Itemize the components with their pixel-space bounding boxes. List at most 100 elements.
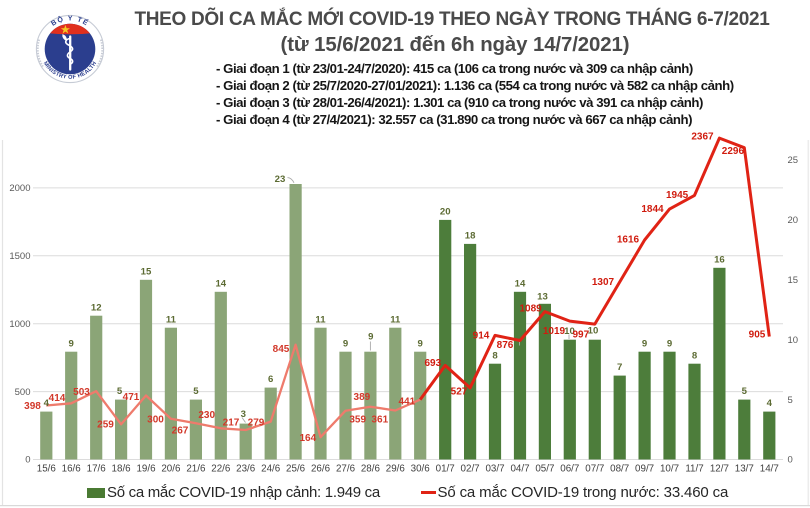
- svg-text:8: 8: [692, 350, 698, 361]
- svg-text:876: 876: [497, 340, 514, 351]
- svg-text:18/6: 18/6: [112, 463, 132, 474]
- svg-text:19/6: 19/6: [136, 463, 156, 474]
- svg-text:09/7: 09/7: [635, 463, 654, 474]
- svg-text:259: 259: [97, 420, 114, 431]
- svg-text:4: 4: [767, 398, 773, 409]
- svg-text:14: 14: [215, 278, 226, 289]
- svg-text:20: 20: [440, 207, 451, 218]
- svg-text:503: 503: [73, 387, 90, 398]
- svg-text:905: 905: [749, 329, 766, 340]
- svg-text:9: 9: [667, 338, 672, 349]
- svg-text:217: 217: [223, 418, 240, 429]
- svg-text:17/6: 17/6: [87, 463, 107, 474]
- svg-text:361: 361: [371, 415, 388, 426]
- svg-text:9: 9: [368, 331, 373, 342]
- svg-text:23/6: 23/6: [236, 463, 256, 474]
- svg-text:5: 5: [788, 395, 793, 406]
- svg-text:15/6: 15/6: [37, 463, 57, 474]
- svg-text:8: 8: [492, 350, 498, 361]
- svg-text:10: 10: [788, 335, 799, 346]
- svg-text:29/6: 29/6: [386, 463, 406, 474]
- svg-text:1019: 1019: [543, 326, 566, 337]
- svg-text:500: 500: [15, 387, 31, 398]
- svg-text:25: 25: [788, 155, 799, 166]
- svg-text:279: 279: [248, 418, 265, 429]
- svg-text:20/6: 20/6: [161, 463, 181, 474]
- svg-text:08/7: 08/7: [610, 463, 629, 474]
- svg-text:359: 359: [349, 415, 366, 426]
- svg-text:1945: 1945: [666, 190, 689, 201]
- svg-text:04/7: 04/7: [510, 463, 529, 474]
- svg-text:14/7: 14/7: [760, 463, 779, 474]
- svg-text:26/6: 26/6: [311, 463, 331, 474]
- svg-text:398: 398: [24, 401, 41, 412]
- svg-text:16/6: 16/6: [62, 463, 82, 474]
- svg-text:14: 14: [515, 278, 526, 289]
- svg-text:845: 845: [273, 344, 290, 355]
- svg-text:9: 9: [418, 338, 423, 349]
- svg-text:13: 13: [537, 291, 548, 302]
- svg-text:414: 414: [49, 393, 66, 404]
- svg-text:16: 16: [714, 254, 725, 265]
- svg-text:18: 18: [465, 231, 476, 242]
- svg-text:21/6: 21/6: [186, 463, 206, 474]
- svg-text:15: 15: [788, 275, 799, 286]
- svg-text:5: 5: [117, 386, 123, 397]
- svg-text:10: 10: [588, 326, 599, 337]
- svg-text:1307: 1307: [592, 277, 615, 288]
- svg-text:997: 997: [572, 330, 589, 341]
- svg-text:30/6: 30/6: [411, 463, 431, 474]
- svg-text:07/7: 07/7: [585, 463, 604, 474]
- svg-text:05/7: 05/7: [535, 463, 554, 474]
- svg-text:25/6: 25/6: [286, 463, 306, 474]
- svg-text:1616: 1616: [617, 235, 640, 246]
- svg-text:4: 4: [44, 398, 50, 409]
- svg-text:1500: 1500: [9, 251, 30, 262]
- svg-text:9: 9: [343, 338, 348, 349]
- svg-text:27/6: 27/6: [336, 463, 356, 474]
- svg-text:9: 9: [69, 338, 74, 349]
- svg-text:20: 20: [788, 215, 799, 226]
- svg-text:5: 5: [742, 386, 748, 397]
- svg-text:0: 0: [25, 455, 30, 466]
- svg-text:267: 267: [172, 425, 189, 436]
- svg-text:693: 693: [424, 358, 441, 369]
- svg-text:9: 9: [642, 338, 647, 349]
- svg-text:11: 11: [166, 314, 177, 325]
- svg-text:22/6: 22/6: [211, 463, 231, 474]
- svg-text:300: 300: [147, 415, 164, 426]
- svg-text:02/7: 02/7: [461, 463, 480, 474]
- svg-text:15: 15: [141, 266, 152, 277]
- svg-text:914: 914: [473, 330, 490, 341]
- svg-text:12: 12: [91, 302, 102, 313]
- svg-text:13/7: 13/7: [735, 463, 754, 474]
- svg-text:1000: 1000: [9, 319, 30, 330]
- svg-text:24/6: 24/6: [261, 463, 281, 474]
- svg-text:164: 164: [299, 433, 316, 444]
- svg-text:389: 389: [354, 392, 371, 403]
- svg-text:10/7: 10/7: [660, 463, 679, 474]
- svg-text:06/7: 06/7: [560, 463, 579, 474]
- svg-text:441: 441: [398, 396, 415, 407]
- svg-text:2000: 2000: [9, 183, 30, 194]
- svg-text:23: 23: [275, 174, 286, 185]
- svg-text:7: 7: [617, 362, 622, 373]
- svg-text:230: 230: [198, 410, 215, 421]
- svg-text:11: 11: [315, 314, 326, 325]
- svg-text:6: 6: [268, 374, 273, 385]
- svg-text:01/7: 01/7: [436, 463, 455, 474]
- svg-text:0: 0: [788, 455, 793, 466]
- svg-text:5: 5: [193, 386, 199, 397]
- svg-text:2296: 2296: [722, 146, 745, 157]
- svg-text:1089: 1089: [519, 303, 542, 314]
- svg-text:03/7: 03/7: [485, 463, 504, 474]
- svg-text:11/7: 11/7: [685, 463, 703, 474]
- svg-text:11: 11: [390, 314, 401, 325]
- svg-text:3: 3: [241, 409, 246, 420]
- svg-text:1844: 1844: [641, 204, 664, 215]
- svg-text:10: 10: [564, 326, 575, 337]
- svg-text:471: 471: [123, 392, 140, 403]
- svg-text:28/6: 28/6: [361, 463, 381, 474]
- svg-text:2367: 2367: [691, 132, 714, 143]
- svg-text:12/7: 12/7: [710, 463, 729, 474]
